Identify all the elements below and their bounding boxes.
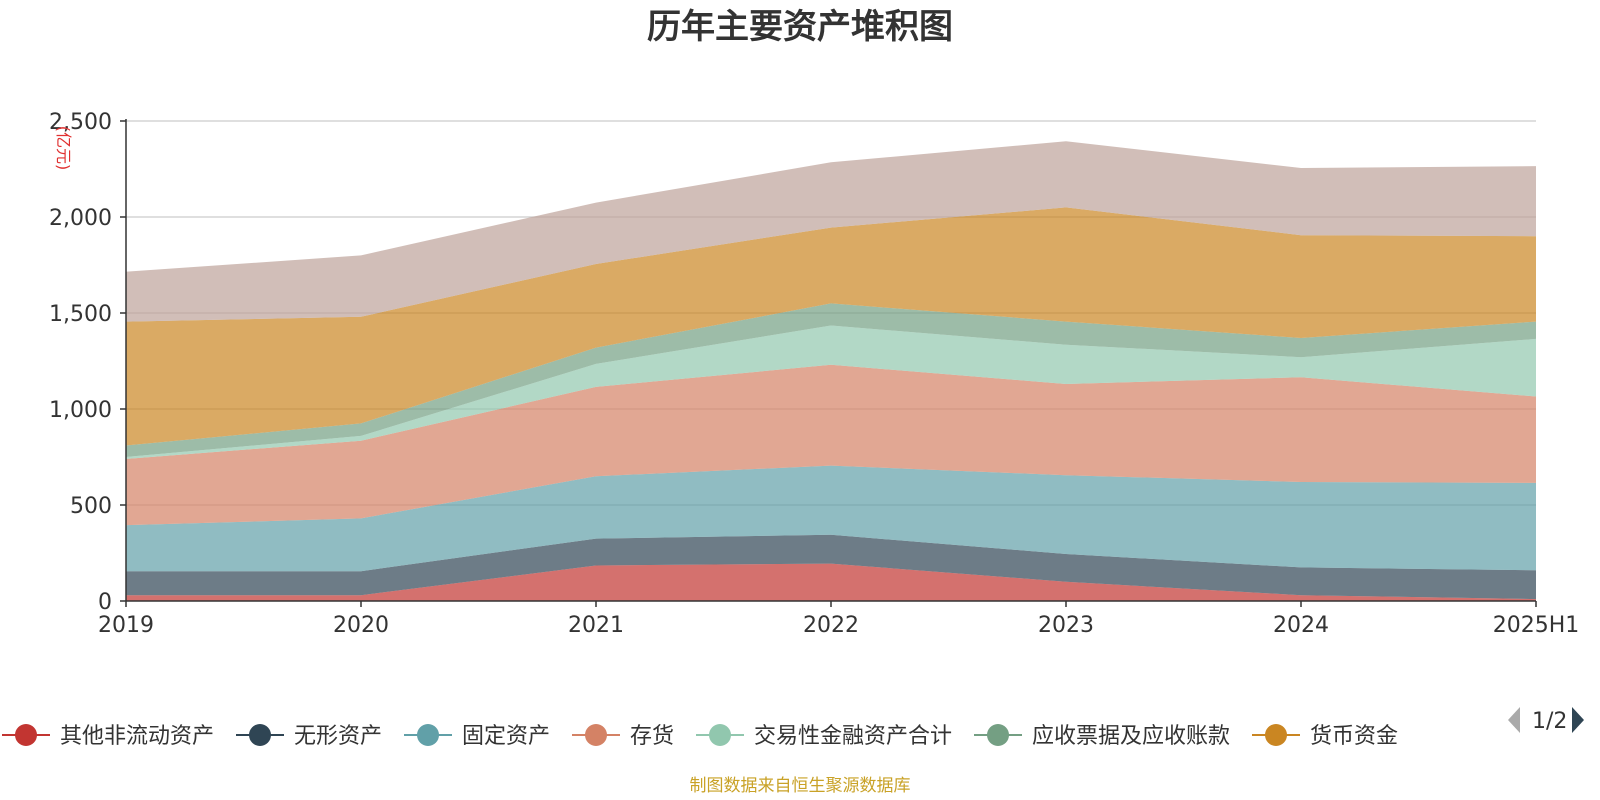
area-series-7 <box>126 141 1536 322</box>
x-tick-label-4: 2023 <box>1038 613 1094 638</box>
y-tick-label-4: 2,000 <box>49 206 112 231</box>
x-tick-label-5: 2024 <box>1273 613 1329 638</box>
legend-marker-icon <box>249 724 272 746</box>
legend-item-3[interactable]: 存货 <box>572 724 674 749</box>
legend-item-1[interactable]: 无形资产 <box>236 724 382 749</box>
legend-marker-icon <box>585 724 608 746</box>
legend-item-2[interactable]: 固定资产 <box>404 724 550 749</box>
legend-marker-icon <box>987 724 1010 746</box>
axis-layer: 0 500 1,000 1,500 2,000 2,500 2019 2020 2021 2022… <box>49 110 1579 638</box>
legend-item-4[interactable]: 交易性金融资产合计 <box>696 724 952 749</box>
chart-title: 历年主要资产堆积图 <box>647 7 953 47</box>
legend-label: 交易性金融资产合计 <box>754 724 952 749</box>
y-tick-label-2: 1,000 <box>49 398 112 423</box>
legend-label: 应收票据及应收账款 <box>1032 724 1230 749</box>
area-series-3 <box>126 364 1536 526</box>
legend-next-icon[interactable] <box>1572 707 1584 733</box>
legend-item-6[interactable]: 货币资金 <box>1252 724 1398 749</box>
area-series-2 <box>126 465 1536 572</box>
legend-label: 其他非流动资产 <box>60 724 214 749</box>
legend-item-0[interactable]: 其他非流动资产 <box>2 724 214 749</box>
legend-prev-icon[interactable] <box>1508 707 1520 733</box>
y-tick-label-5: 2,500 <box>49 110 112 135</box>
legend: 其他非流动资产 无形资产 固定资产 存货 交易性金融资产合计 应收票据及应收账款 货币资金 <box>2 724 1398 749</box>
legend-item-5[interactable]: 应收票据及应收账款 <box>974 724 1230 749</box>
legend-marker-icon <box>709 724 732 746</box>
x-tick-label-3: 2022 <box>803 613 859 638</box>
legend-marker-icon <box>1265 724 1288 746</box>
legend-page-indicator: 1/2 <box>1532 709 1567 734</box>
x-tick-label-1: 2020 <box>333 613 389 638</box>
area-series-6 <box>126 207 1536 446</box>
x-tick-label-0: 2019 <box>98 613 154 638</box>
legend-marker-icon <box>15 724 37 746</box>
area-layer <box>126 141 1536 601</box>
y-tick-label-3: 1,500 <box>49 302 112 327</box>
x-tick-label-2: 2021 <box>568 613 624 638</box>
area-series-5 <box>126 303 1536 457</box>
legend-label: 无形资产 <box>294 724 382 749</box>
legend-pager: 1/2 <box>1508 707 1584 734</box>
area-series-0 <box>126 563 1536 601</box>
x-tick-label-6: 2025H1 <box>1493 613 1580 638</box>
y-tick-label-0: 0 <box>98 590 112 615</box>
area-series-1 <box>126 534 1536 600</box>
y-tick-label-1: 500 <box>70 494 112 519</box>
y-axis-unit: (亿元) <box>54 126 73 171</box>
legend-label: 货币资金 <box>1310 724 1398 749</box>
legend-label: 固定资产 <box>462 724 550 749</box>
legend-label: 存货 <box>630 724 674 749</box>
legend-marker-icon <box>417 724 440 746</box>
data-source-note: 制图数据来自恒生聚源数据库 <box>690 776 911 796</box>
area-series-4 <box>126 325 1536 459</box>
